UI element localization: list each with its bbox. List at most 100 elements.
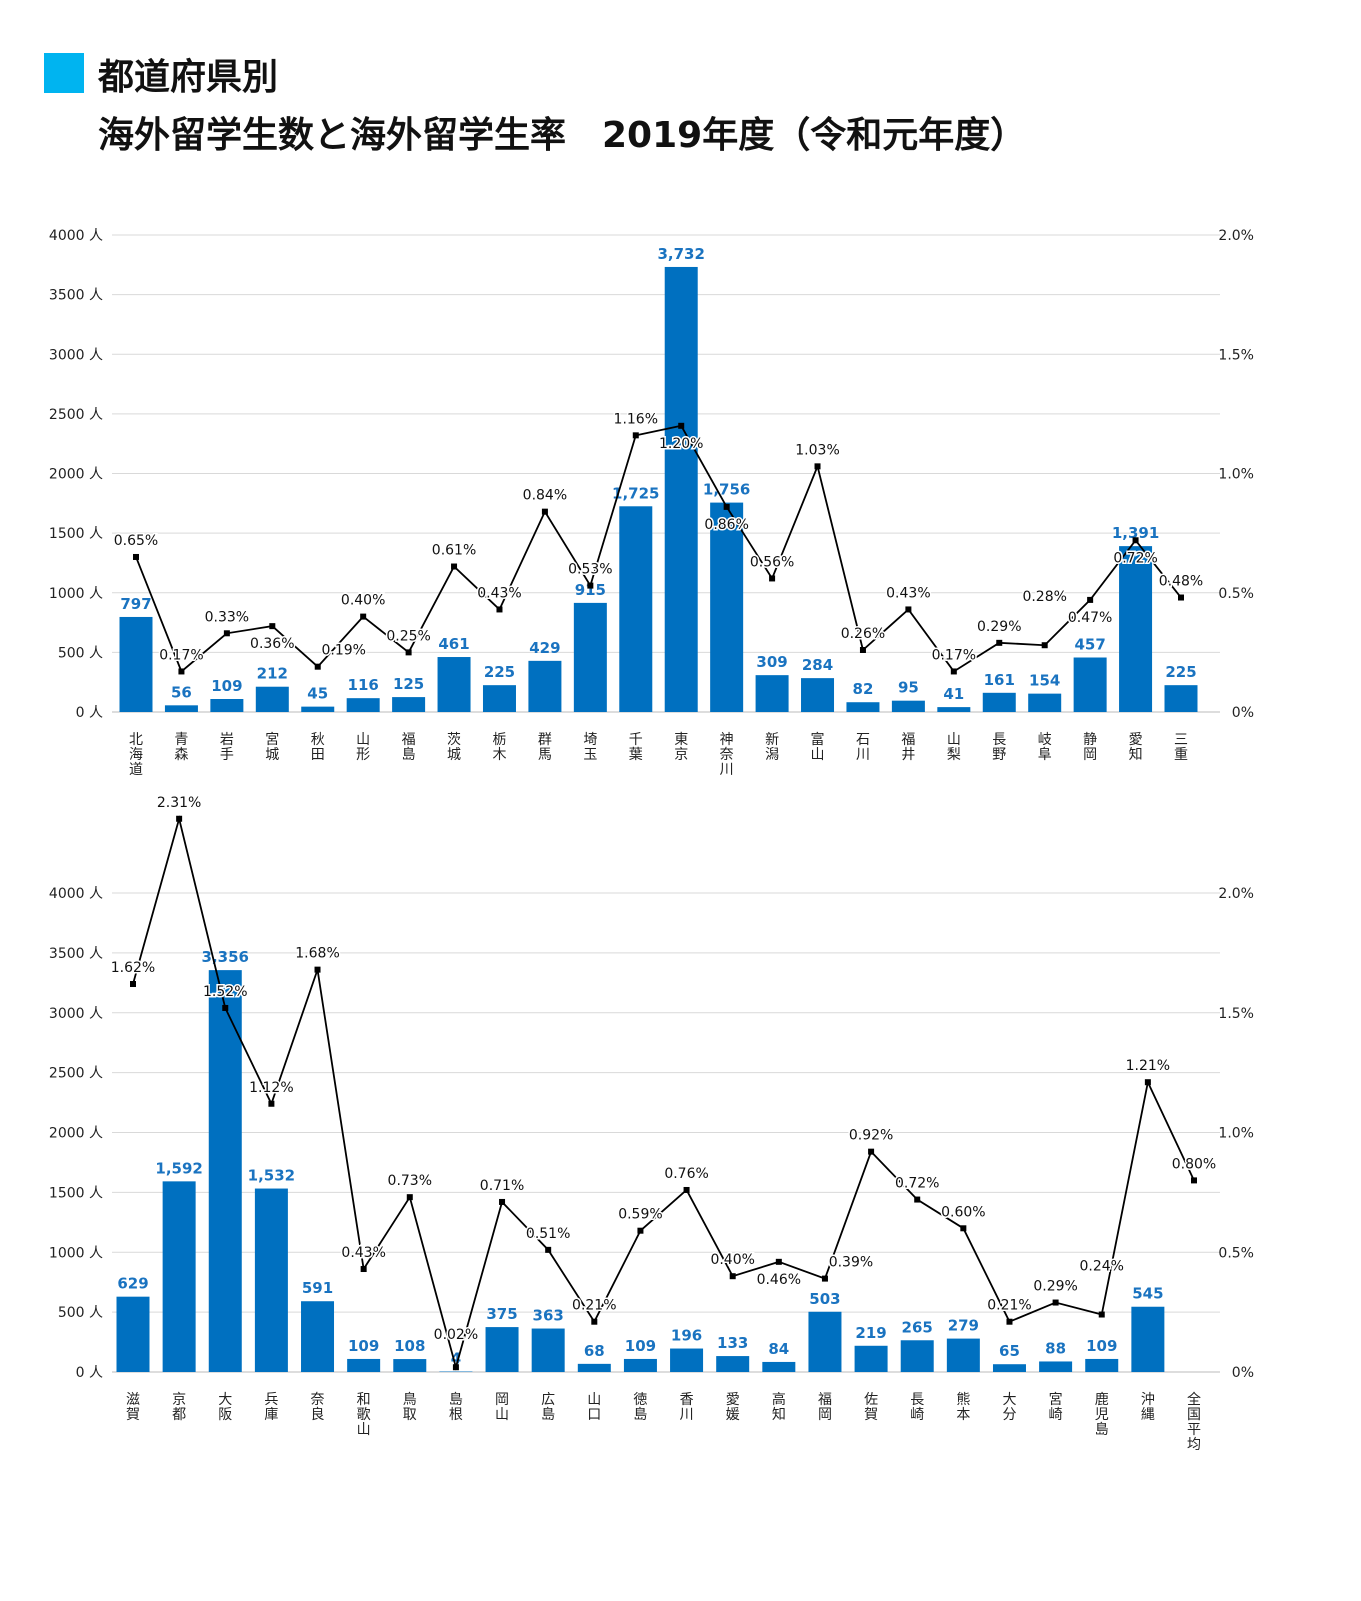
rate-point bbox=[632, 432, 639, 439]
bar-value-label: 219 bbox=[855, 1324, 886, 1342]
bar-新潟 bbox=[755, 675, 789, 712]
category-label-徳島: 徳島 bbox=[633, 1392, 647, 1423]
bar-value-label: 1,756 bbox=[703, 481, 750, 499]
category-label-愛知: 愛知 bbox=[1129, 732, 1143, 763]
rate-label: 0.47% bbox=[1068, 610, 1112, 626]
y-left-tick-label: 1000 人 bbox=[49, 1245, 103, 1261]
bar-群馬 bbox=[528, 660, 562, 712]
category-label-秋田: 秋田 bbox=[311, 732, 325, 763]
bar-兵庫 bbox=[254, 1188, 288, 1372]
bar-value-label: 3,732 bbox=[657, 245, 704, 263]
rate-line bbox=[135, 424, 1182, 673]
bar-京都 bbox=[162, 1181, 196, 1372]
bar-value-label: 375 bbox=[486, 1305, 517, 1323]
rate-point bbox=[769, 575, 776, 582]
category-label-埼玉: 埼玉 bbox=[583, 732, 597, 763]
rate-point bbox=[222, 1004, 229, 1011]
category-label-山口: 山口 bbox=[587, 1392, 601, 1423]
bar-茨城 bbox=[437, 657, 471, 712]
category-label-長野: 長野 bbox=[992, 732, 1006, 763]
bar-和歌山 bbox=[347, 1358, 381, 1372]
rate-label: 0.02% bbox=[434, 1327, 478, 1343]
bar-value-label: 915 bbox=[575, 581, 606, 599]
y-left-tick-label: 500 人 bbox=[58, 1305, 103, 1321]
category-label-石川: 石川 bbox=[856, 732, 870, 763]
bar-value-label: 1,725 bbox=[612, 484, 659, 502]
y-left-tick-label: 3000 人 bbox=[49, 1006, 103, 1022]
category-label-大分: 大分 bbox=[1002, 1392, 1016, 1423]
y-left-tick-label: 0 人 bbox=[76, 1365, 103, 1381]
rate-label: 0.19% bbox=[321, 643, 365, 659]
rate-label: 0.61% bbox=[432, 543, 476, 559]
category-label-京都: 京都 bbox=[172, 1392, 186, 1423]
bar-福井 bbox=[891, 700, 925, 712]
rate-point bbox=[1144, 1079, 1151, 1086]
rate-point bbox=[1041, 642, 1048, 649]
rate-point bbox=[451, 563, 458, 570]
category-label-千葉: 千葉 bbox=[629, 732, 643, 763]
bar-徳島 bbox=[623, 1358, 657, 1372]
bar-value-label: 279 bbox=[948, 1317, 979, 1335]
rate-point bbox=[405, 649, 412, 656]
bar-value-label: 225 bbox=[1165, 663, 1196, 681]
rate-point bbox=[314, 966, 321, 973]
bar-value-label: 461 bbox=[438, 635, 469, 653]
category-label-和歌山: 和歌山 bbox=[357, 1392, 371, 1438]
rate-label: 0.28% bbox=[1022, 589, 1066, 605]
category-label-大阪: 大阪 bbox=[218, 1392, 232, 1423]
rate-point bbox=[814, 463, 821, 470]
rate-point bbox=[1052, 1299, 1059, 1306]
rate-label: 0.65% bbox=[114, 533, 158, 549]
bar-value-label: 109 bbox=[625, 1337, 656, 1355]
bar-value-label: 363 bbox=[533, 1307, 564, 1325]
bar-広島 bbox=[531, 1328, 565, 1372]
bar-富山 bbox=[801, 678, 835, 712]
bar-value-label: 265 bbox=[902, 1318, 933, 1336]
category-label-福井: 福井 bbox=[901, 732, 915, 763]
bar-沖縄 bbox=[1131, 1306, 1165, 1372]
category-label-鳥取: 鳥取 bbox=[403, 1392, 417, 1423]
rate-point bbox=[1087, 596, 1094, 603]
rate-label: 0.72% bbox=[1113, 550, 1157, 566]
rate-label: 0.21% bbox=[572, 1298, 616, 1314]
bar-value-label: 65 bbox=[999, 1342, 1020, 1360]
category-label-香川: 香川 bbox=[680, 1392, 694, 1423]
category-label-滋賀: 滋賀 bbox=[126, 1392, 140, 1423]
category-label-愛媛: 愛媛 bbox=[726, 1392, 740, 1423]
category-label-福島: 福島 bbox=[402, 732, 416, 763]
bar-三重 bbox=[1164, 685, 1198, 712]
bar-高知 bbox=[762, 1361, 796, 1372]
category-label-富山: 富山 bbox=[811, 731, 825, 763]
bar-栃木 bbox=[482, 685, 516, 712]
bar-鹿児島 bbox=[1085, 1358, 1119, 1372]
y-left-tick-label: 2000 人 bbox=[49, 467, 103, 483]
category-label-全国平均: 全国平均 bbox=[1187, 1391, 1201, 1453]
rate-label: 0.17% bbox=[932, 647, 976, 663]
rate-point bbox=[223, 630, 230, 637]
bar-value-label: 503 bbox=[809, 1290, 840, 1308]
y-left-tick-label: 2000 人 bbox=[49, 1126, 103, 1142]
category-label-岩手: 岩手 bbox=[220, 732, 234, 763]
bar-value-label: 133 bbox=[717, 1334, 748, 1352]
rate-label: 0.29% bbox=[977, 619, 1021, 635]
bar-value-label: 109 bbox=[348, 1337, 379, 1355]
y-right-tick-label: 1.5% bbox=[1218, 347, 1254, 363]
bar-value-label: 591 bbox=[302, 1279, 333, 1297]
bar-value-label: 545 bbox=[1132, 1285, 1163, 1303]
bar-value-label: 84 bbox=[768, 1340, 789, 1358]
rate-label: 0.59% bbox=[618, 1207, 662, 1223]
rate-point bbox=[541, 508, 548, 515]
bar-value-label: 68 bbox=[584, 1342, 605, 1360]
bar-value-label: 284 bbox=[802, 656, 833, 674]
category-label-長崎: 長崎 bbox=[910, 1392, 924, 1423]
category-label-福岡: 福岡 bbox=[818, 1392, 832, 1423]
category-label-沖縄: 沖縄 bbox=[1141, 1392, 1155, 1423]
y-left-tick-label: 4000 人 bbox=[49, 886, 103, 902]
rate-point bbox=[360, 1266, 367, 1273]
category-label-茨城: 茨城 bbox=[447, 732, 461, 763]
bar-山口 bbox=[577, 1363, 611, 1372]
y-left-tick-label: 3500 人 bbox=[49, 946, 103, 962]
bar-value-label: 629 bbox=[117, 1275, 148, 1293]
bar-石川 bbox=[846, 702, 880, 712]
bar-岡山 bbox=[485, 1327, 519, 1372]
